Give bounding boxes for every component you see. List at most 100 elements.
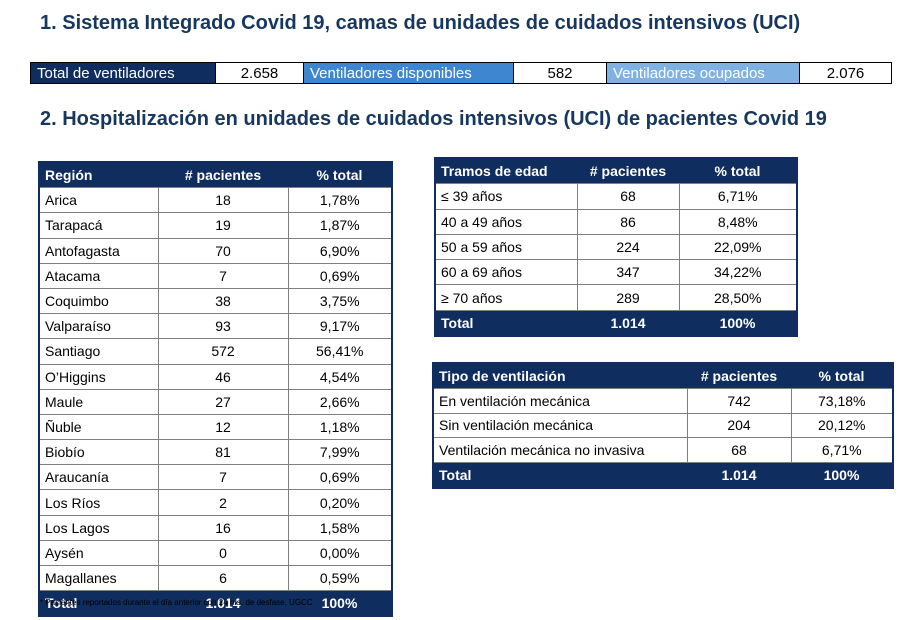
table-total-row: Total 1.014 100%: [39, 590, 392, 617]
row-label: Ventilación mecánica no invasiva: [432, 437, 688, 464]
total-ventilators-label: Total de ventiladores: [31, 63, 216, 83]
patient-count: 70: [157, 237, 289, 264]
row-label: ≥ 70 años: [434, 284, 578, 311]
patient-count: 27: [157, 388, 289, 415]
table-total-row: Total 1.014 100%: [435, 310, 797, 337]
percent-total: 22,09%: [678, 233, 798, 261]
row-label: ≤ 39 años: [434, 183, 578, 210]
percent-total: 7,99%: [287, 439, 393, 466]
column-header: # pacientes: [577, 158, 679, 184]
table-row: 40 a 49 años 86 8,48%: [434, 208, 798, 235]
table-header-row: Región # pacientes% total: [39, 162, 392, 188]
patient-count: 68: [576, 183, 680, 210]
patient-count: 68: [686, 437, 792, 464]
age-table: Tramos de edad # pacientes% total ≤ 39 añ…: [434, 157, 798, 338]
section-2-title: 2. Hospitalización en unidades de cuidad…: [40, 108, 827, 130]
patient-count: 19: [157, 212, 289, 239]
row-label: Araucanía: [38, 464, 159, 491]
total-label: Total: [39, 590, 158, 617]
table-row: Biobío 81 7,99%: [38, 439, 393, 466]
section-1-title: 1. Sistema Integrado Covid 19, camas de …: [40, 12, 801, 34]
table-row: Atacama 7 0,69%: [38, 262, 393, 289]
percent-total: 1,87%: [287, 212, 393, 239]
patient-count: 7: [157, 262, 289, 289]
percent-total: 6,71%: [790, 437, 894, 464]
percent-total: 6,90%: [287, 237, 393, 264]
row-label: Arica: [38, 187, 159, 214]
row-label: Atacama: [38, 262, 159, 289]
row-label: Magallanes: [38, 564, 159, 592]
percent-total: 4,54%: [287, 363, 393, 390]
percent-total: 0,59%: [287, 564, 393, 592]
total-label: Total: [433, 462, 687, 488]
patient-count: 742: [686, 387, 792, 414]
region-table: Región # pacientes% total Arica 18 1,78% Tar…: [38, 161, 393, 618]
column-header: Tramos de edad: [435, 158, 577, 184]
column-header: Región: [39, 162, 158, 188]
ventilation-table: Tipo de ventilación # pacientes% total En…: [432, 362, 894, 489]
table-row: Ventilación mecánica no invasiva 68 6,71%: [432, 437, 894, 464]
row-label: Ñuble: [38, 413, 159, 441]
occupied-ventilators-label: Ventiladores ocupados: [607, 63, 800, 83]
percent-total: 20,12%: [790, 412, 894, 439]
percent-total: 1,58%: [287, 514, 393, 541]
table-row: ≥ 70 años 289 28,50%: [434, 284, 798, 311]
row-label: Antofagasta: [38, 237, 159, 264]
column-header: # pacientes: [158, 162, 288, 188]
table-row: 50 a 59 años 224 22,09%: [434, 233, 798, 261]
percent-total: 1,78%: [287, 187, 393, 214]
table-row: 60 a 69 años 347 34,22%: [434, 259, 798, 286]
table-row: Antofagasta 70 6,90%: [38, 237, 393, 264]
patient-count: 572: [157, 338, 289, 365]
patient-count: 7: [157, 464, 289, 491]
total-percent: 100%: [679, 310, 797, 337]
patient-count: 204: [686, 412, 792, 439]
percent-total: 3,75%: [287, 287, 393, 315]
row-label: Sin ventilación mecánica: [432, 412, 688, 439]
percent-total: 8,48%: [678, 208, 798, 235]
patient-count: 12: [157, 413, 289, 441]
patient-count: 86: [576, 208, 680, 235]
percent-total: 0,20%: [287, 489, 393, 516]
row-label: Aysén: [38, 539, 159, 567]
table-row: Sin ventilación mecánica 204 20,12%: [432, 412, 894, 439]
patient-count: 38: [157, 287, 289, 315]
table-row: ≤ 39 años 68 6,71%: [434, 183, 798, 210]
table-row: Magallanes 6 0,59%: [38, 564, 393, 592]
row-label: Santiago: [38, 338, 159, 365]
percent-total: 6,71%: [678, 183, 798, 210]
table-row: Arica 18 1,78%: [38, 187, 393, 214]
occupied-ventilators-value: 2.076: [826, 64, 865, 82]
table-header-row: Tramos de edad # pacientes% total: [435, 158, 797, 184]
patient-count: 289: [576, 284, 680, 311]
table-row: Aysén 0 0,00%: [38, 539, 393, 567]
table-total-row: Total 1.014 100%: [433, 462, 893, 488]
table-row: Valparaíso 93 9,17%: [38, 313, 393, 340]
table-row: Maule 27 2,66%: [38, 388, 393, 415]
column-header: Tipo de ventilación: [433, 363, 687, 389]
percent-total: 0,00%: [287, 539, 393, 567]
patient-count: 18: [157, 187, 289, 214]
column-header: % total: [679, 158, 797, 184]
column-header: % total: [791, 363, 893, 389]
available-ventilators-label: Ventiladores disponibles: [304, 63, 514, 83]
total-percent: 100%: [288, 590, 392, 617]
row-label: Valparaíso: [38, 313, 159, 340]
patient-count: 16: [157, 514, 289, 541]
row-label: Maule: [38, 388, 159, 415]
row-label: Biobío: [38, 439, 159, 466]
available-ventilators-value: 582: [514, 63, 607, 83]
table-row: Santiago 572 56,41%: [38, 338, 393, 365]
row-label: O’Higgins: [38, 363, 159, 390]
patient-count: 46: [157, 363, 289, 390]
percent-total: 28,50%: [678, 284, 798, 311]
table-row: Tarapacá 19 1,87%: [38, 212, 393, 239]
table-header-row: Tipo de ventilación # pacientes% total: [433, 363, 893, 389]
percent-total: 1,18%: [287, 413, 393, 441]
patient-count: 347: [576, 259, 680, 286]
total-percent: 100%: [791, 462, 893, 488]
percent-total: 0,69%: [287, 262, 393, 289]
patient-count: 0: [157, 539, 289, 567]
row-label: Coquimbo: [38, 287, 159, 315]
total-count: 1.014: [158, 590, 288, 617]
